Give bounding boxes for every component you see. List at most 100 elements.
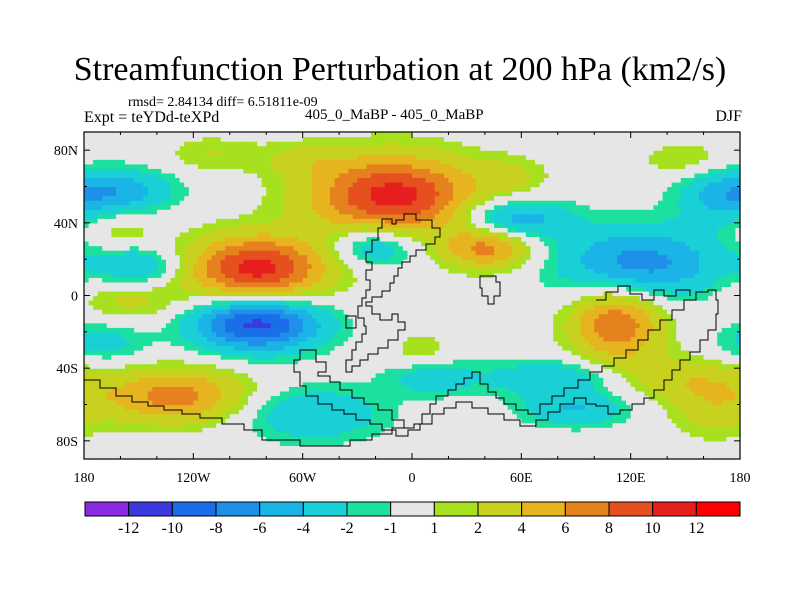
field-cell: [585, 436, 591, 442]
field-cell: [234, 359, 240, 365]
field-cell: [530, 340, 536, 347]
field-cell: [402, 368, 409, 374]
field-cell: [125, 345, 131, 351]
field-cell: [457, 331, 463, 337]
field-cell: [475, 381, 481, 387]
field-cell: [671, 350, 677, 356]
field-cell: [521, 350, 527, 356]
field-cell: [270, 454, 276, 460]
field-cell: [594, 381, 600, 387]
field-cell: [535, 372, 541, 378]
field-cell: [557, 454, 563, 460]
field-cell: [193, 454, 199, 460]
field-cell: [644, 418, 650, 424]
field-cell: [416, 422, 422, 428]
field-cell: [357, 409, 363, 415]
field-cell: [521, 368, 527, 374]
field-cell: [507, 322, 513, 328]
field-cell: [694, 386, 700, 392]
field-cell: [134, 440, 140, 446]
field-cell: [530, 413, 536, 419]
field-cell: [525, 381, 532, 387]
field-cell: [220, 313, 226, 319]
field-cell: [626, 313, 632, 319]
field-cell: [298, 440, 304, 446]
field-cell: [129, 431, 135, 437]
field-cell: [480, 345, 486, 351]
field-cell: [156, 413, 163, 419]
field-cell: [197, 331, 204, 337]
field-cell: [380, 350, 386, 356]
field-cell: [106, 431, 112, 437]
field-cell: [453, 422, 459, 428]
field-cell: [152, 454, 158, 460]
field-cell: [516, 313, 522, 319]
field-cell: [603, 372, 609, 378]
field-cell: [635, 359, 641, 365]
field-cell: [484, 309, 491, 315]
field-cell: [412, 313, 418, 319]
field-cell: [307, 413, 313, 419]
field-cell: [138, 409, 144, 415]
field-cell: [507, 445, 513, 451]
field-cell: [289, 368, 295, 374]
field-cell: [134, 399, 140, 406]
field-cell: [375, 386, 381, 392]
field-cell: [421, 390, 427, 397]
field-cell: [598, 422, 604, 428]
field-cell: [553, 386, 559, 392]
field-cell: [689, 331, 696, 337]
field-cell: [84, 359, 90, 365]
field-cell: [621, 381, 627, 387]
field-cell: [585, 422, 591, 428]
field-cell: [653, 368, 659, 374]
field-cell: [238, 350, 245, 356]
field-cell: [708, 445, 714, 451]
field-cell: [115, 359, 122, 365]
field-cell: [302, 427, 308, 433]
field-cell: [279, 418, 286, 424]
field-cell: [689, 327, 696, 333]
field-cell: [680, 304, 686, 310]
field-cell: [371, 336, 377, 342]
field-cell: [266, 359, 272, 365]
field-cell: [726, 381, 732, 387]
field-cell: [111, 313, 117, 319]
field-cell: [443, 300, 450, 306]
field-cell: [667, 422, 673, 428]
field-cell: [548, 454, 554, 460]
field-cell: [603, 340, 609, 347]
field-cell: [229, 336, 235, 342]
field-cell: [289, 340, 295, 347]
field-cell: [252, 300, 258, 306]
field-cell: [639, 322, 645, 328]
field-cell: [202, 449, 208, 456]
field-cell: [553, 427, 559, 433]
field-cell: [243, 404, 249, 410]
field-cell: [571, 345, 577, 351]
field-cell: [197, 309, 204, 315]
field-cell: [125, 331, 131, 337]
field-cell: [234, 331, 240, 337]
field-cell: [630, 413, 636, 419]
field-cell: [571, 340, 577, 347]
field-cell: [630, 440, 636, 446]
field-cell: [129, 445, 135, 451]
field-cell: [384, 368, 390, 374]
field-cell: [307, 368, 313, 374]
field-cell: [680, 322, 686, 328]
field-cell: [443, 313, 450, 319]
field-cell: [188, 399, 194, 406]
field-cell: [571, 422, 577, 428]
field-cell: [88, 359, 94, 365]
field-cell: [598, 313, 604, 319]
field-cell: [229, 422, 235, 428]
field-cell: [439, 422, 445, 428]
field-cell: [275, 409, 281, 415]
field-cell: [352, 327, 358, 333]
field-cell: [516, 359, 522, 365]
field-cell: [430, 377, 436, 383]
field-cell: [330, 409, 336, 415]
field-cell: [311, 449, 317, 456]
field-cell: [644, 331, 650, 337]
